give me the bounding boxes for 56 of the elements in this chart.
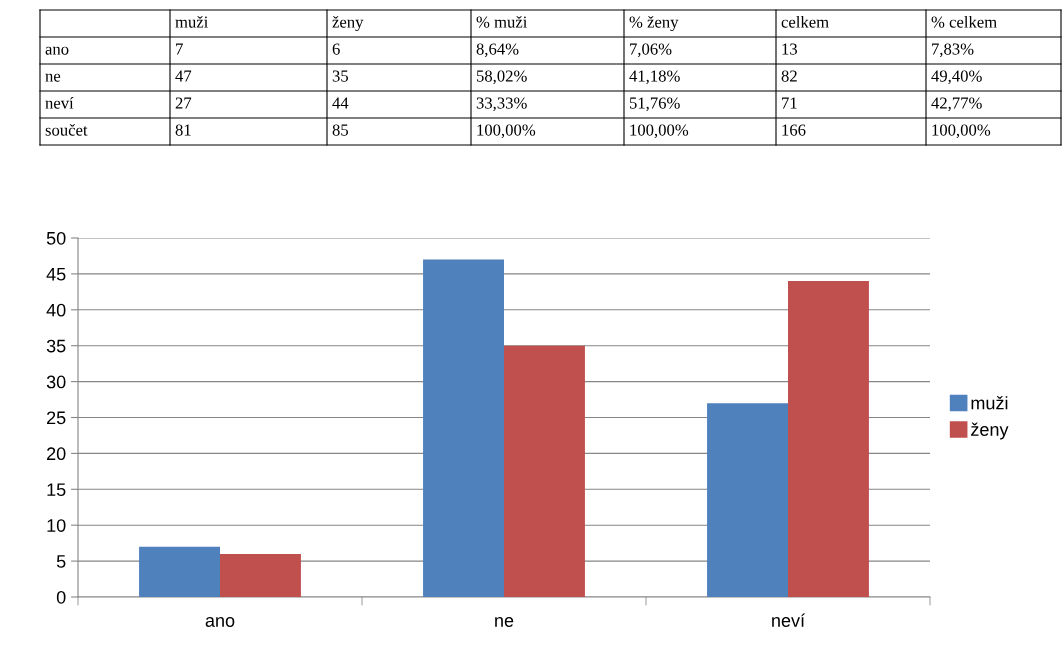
text: 6 <box>332 43 340 55</box>
x-tick-label: neví <box>772 613 805 627</box>
text: 42,77% <box>931 97 982 112</box>
y-tick-label: 40 <box>46 303 66 317</box>
y-tick-label: 45 <box>46 268 66 281</box>
text: 35 <box>332 70 349 82</box>
y-tick-label: 25 <box>47 411 66 425</box>
text: 47 <box>175 70 192 82</box>
text: 71 <box>782 97 797 109</box>
bar <box>707 403 788 597</box>
text: 44 <box>332 97 349 109</box>
bar <box>788 281 869 597</box>
x-tick-label: ano <box>205 617 235 627</box>
category-label: muži <box>175 15 209 28</box>
text: 8,64% <box>476 43 519 58</box>
category-label: % ženy <box>629 15 679 32</box>
text: 82 <box>781 70 797 82</box>
text: 7 <box>176 43 183 55</box>
legend-label: ženy <box>971 422 1009 440</box>
category-label: neví <box>45 96 74 109</box>
text: 100,00% <box>932 124 991 139</box>
text: 7,06% <box>630 43 672 58</box>
category-label: ženy <box>332 15 364 32</box>
text: 100,00% <box>630 124 689 139</box>
y-tick-label: 5 <box>56 555 66 568</box>
y-tick-label: 15 <box>47 483 66 497</box>
legend-label: muži <box>971 396 1008 410</box>
text: 33,33% <box>476 97 527 112</box>
y-tick-label: 10 <box>47 519 66 532</box>
text: 51,76% <box>629 97 680 112</box>
text: 85 <box>332 124 349 136</box>
text: 49,40% <box>931 70 982 85</box>
category-label: % celkem <box>931 15 997 28</box>
category-label: % muži <box>476 15 528 28</box>
y-tick-label: 50 <box>46 231 66 245</box>
bar <box>423 259 504 597</box>
text: 41,18% <box>629 70 680 85</box>
text: 13 <box>782 43 798 55</box>
category-label: celkem <box>781 15 829 28</box>
y-tick-label: 0 <box>56 590 66 604</box>
text: 166 <box>782 124 806 136</box>
text: 100,00% <box>477 124 536 139</box>
bar <box>220 553 301 597</box>
bar <box>504 345 585 597</box>
category-label: součet <box>45 123 88 136</box>
x-tick-label: ne <box>495 617 514 627</box>
text: 81 <box>175 124 191 136</box>
text: 27 <box>175 97 192 109</box>
y-tick-label: 35 <box>46 339 66 353</box>
text: 58,02% <box>476 70 527 85</box>
bar <box>139 546 220 597</box>
category-label: ne <box>45 73 61 82</box>
text: 7,83% <box>932 43 974 58</box>
y-tick-label: 30 <box>46 375 66 389</box>
category-label: ano <box>45 46 69 55</box>
y-tick-label: 20 <box>47 447 66 461</box>
